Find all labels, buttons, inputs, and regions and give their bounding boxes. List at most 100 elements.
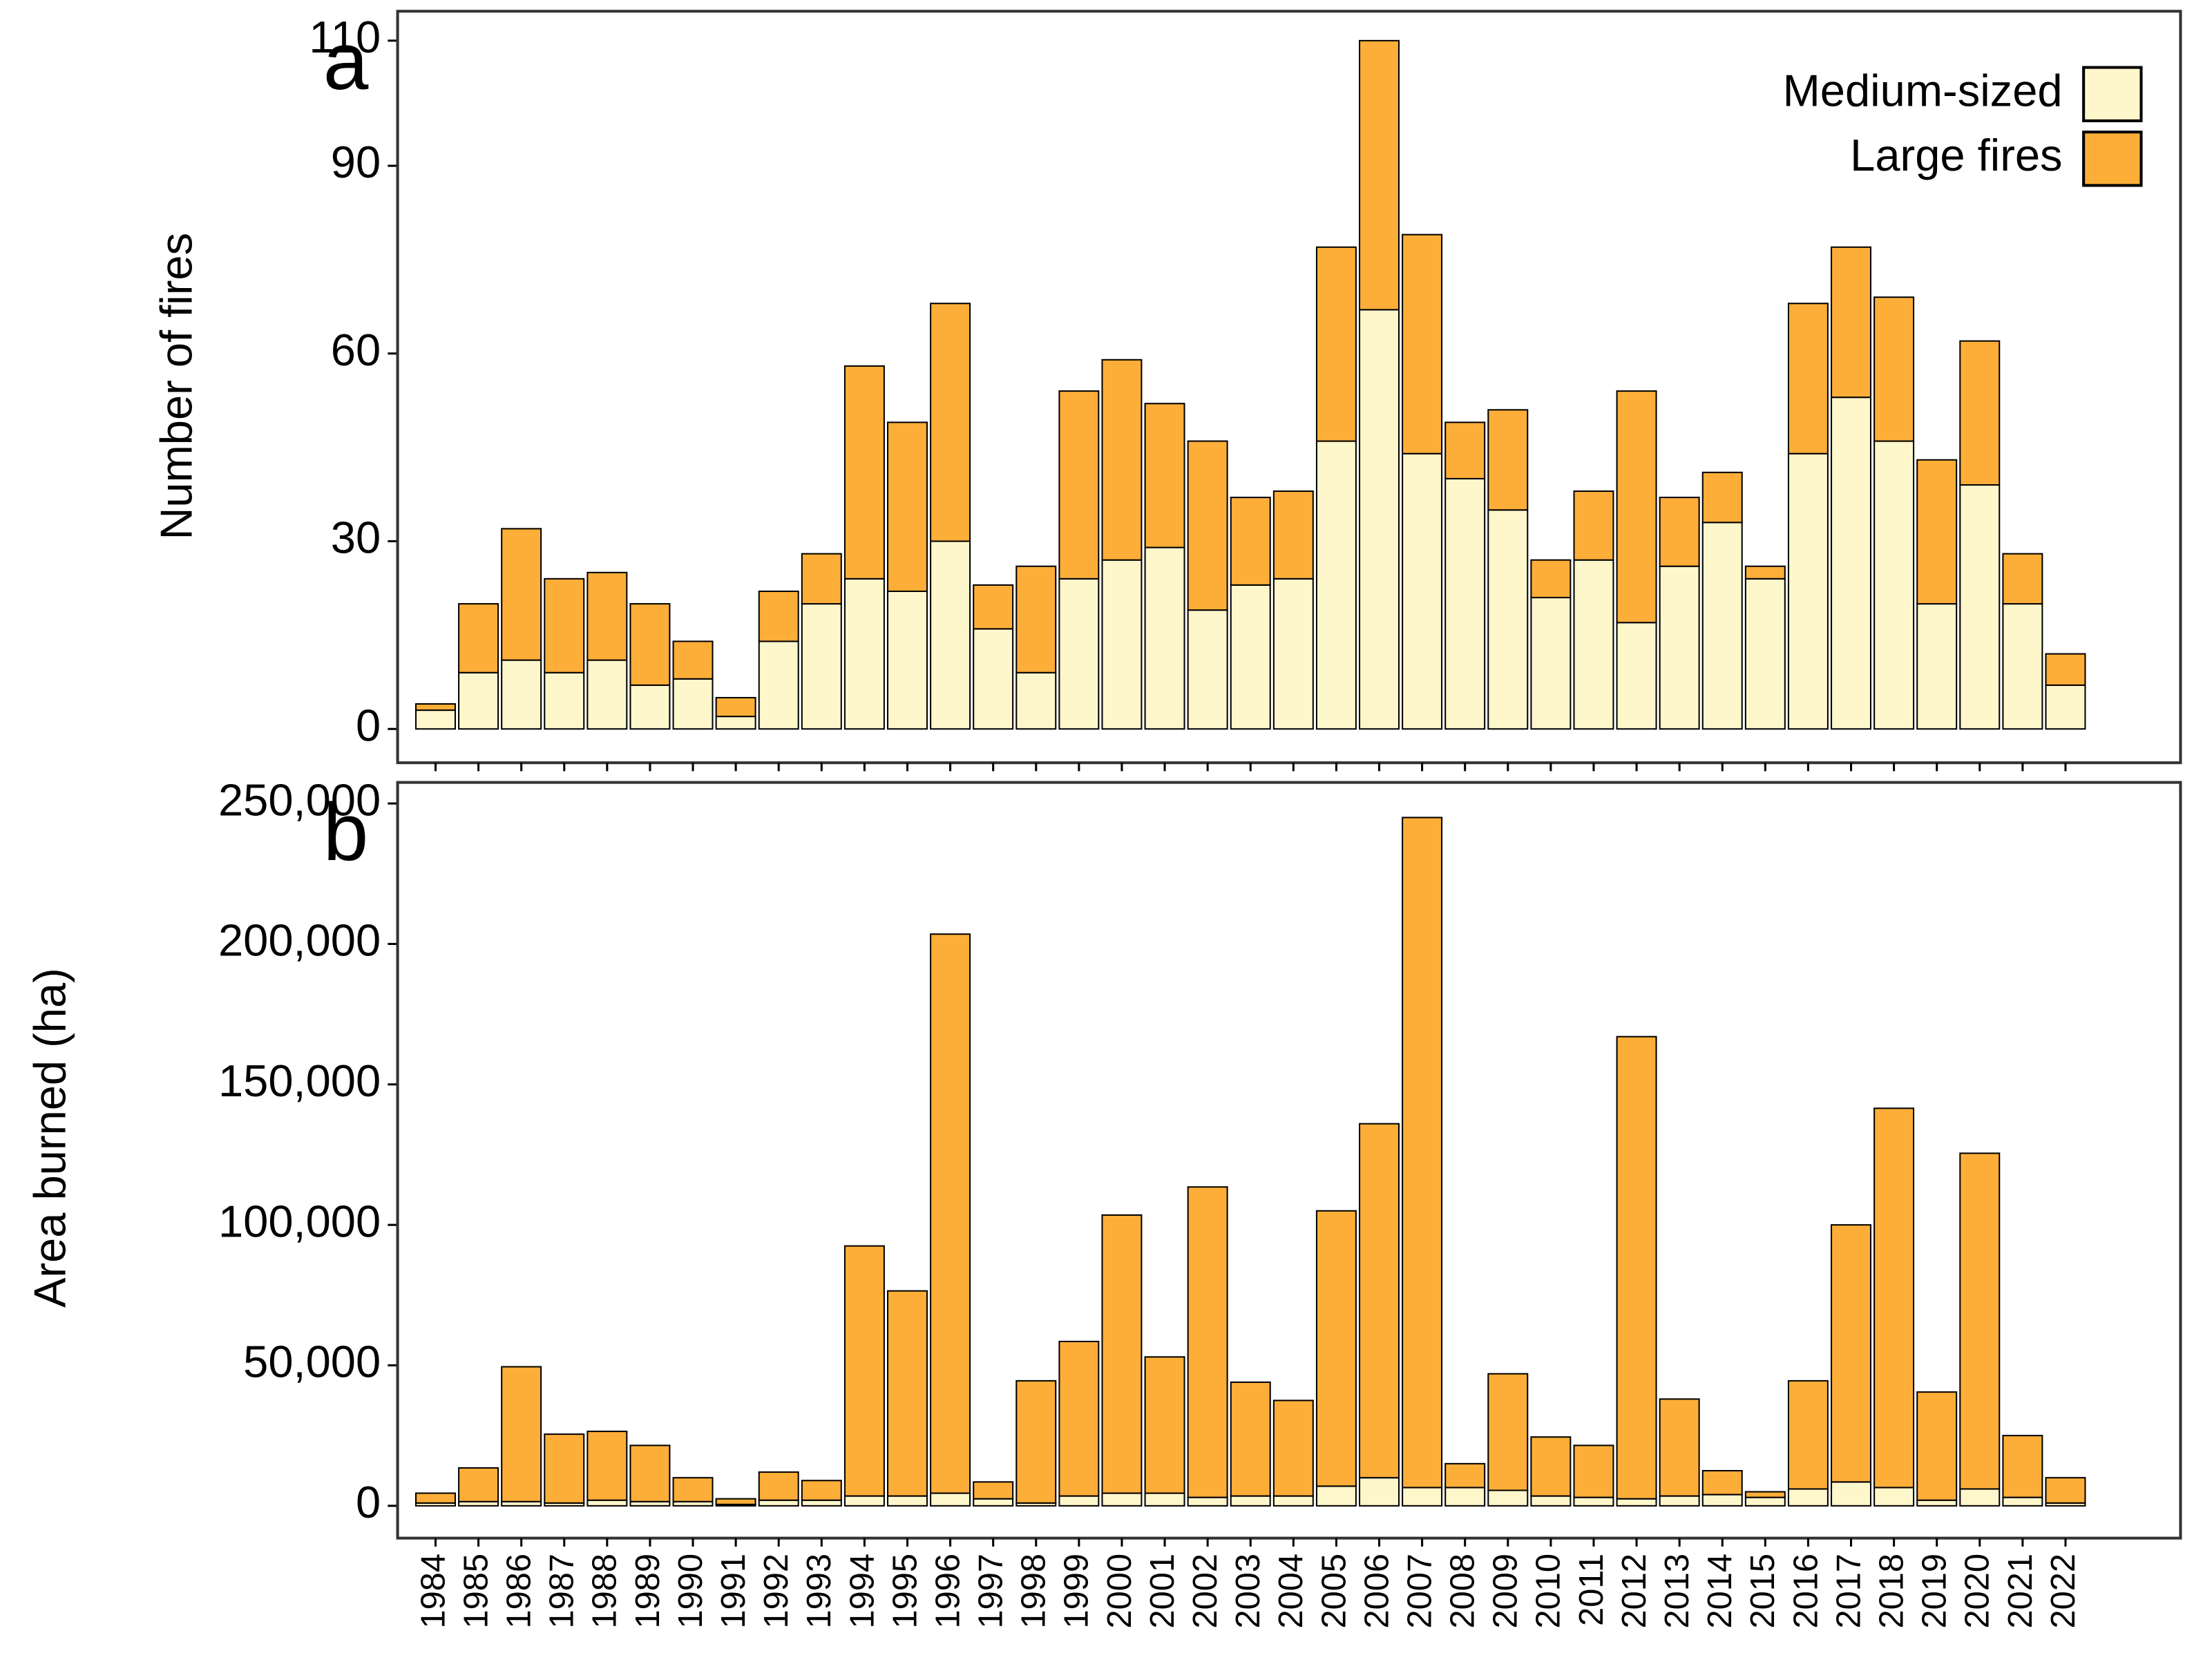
x-tick-label: 1997: [973, 1554, 1010, 1629]
bar-segment: [886, 1290, 928, 1497]
bar-segment: [758, 590, 799, 642]
x-tick-label: 1984: [414, 1554, 452, 1629]
bar-segment: [1187, 440, 1228, 611]
bar-segment: [1616, 1035, 1657, 1500]
bar-segment: [458, 671, 499, 730]
bar-segment: [414, 703, 456, 712]
bar-segment: [1959, 1488, 2001, 1507]
bar-segment: [458, 1467, 499, 1502]
bar-segment: [1530, 597, 1572, 730]
bar-segment: [1272, 1400, 1314, 1497]
bar-segment: [1530, 1436, 1572, 1497]
bar-segment: [1831, 1224, 1872, 1483]
bar-segment: [1272, 578, 1314, 730]
bar-segment: [1058, 1495, 1100, 1507]
bar-segment: [1487, 1489, 1529, 1507]
bar-segment: [1916, 1499, 1958, 1507]
x-tick-label: 2006: [1358, 1554, 1395, 1629]
bar-segment: [1144, 1492, 1185, 1507]
x-tick-label: 1986: [501, 1554, 538, 1629]
x-tick-label: 1992: [758, 1554, 795, 1629]
x-tick-label: 1995: [886, 1554, 924, 1629]
bar-segment: [1916, 603, 1958, 730]
x-tick-label: 2009: [1487, 1554, 1525, 1629]
bar-segment: [1573, 1496, 1614, 1507]
x-tick-label: 2016: [1787, 1554, 1824, 1629]
bar-segment: [1058, 390, 1100, 580]
y-axis-title: Number of fires: [151, 233, 202, 540]
x-tick-label: 1988: [586, 1554, 624, 1629]
bar-segment: [1444, 421, 1486, 479]
bar-segment: [1272, 1495, 1314, 1507]
bar-segment: [1402, 817, 1443, 1489]
bar-segment: [1787, 1488, 1829, 1507]
bar-segment: [1573, 1444, 1614, 1498]
y-tick-label: 90: [331, 137, 381, 187]
bar-segment: [930, 1492, 971, 1507]
bar-segment: [586, 1499, 628, 1507]
x-tick-label: 1989: [629, 1554, 667, 1629]
bar-segment: [973, 1498, 1014, 1507]
bar-segment: [1359, 1123, 1400, 1479]
x-tick-label: 1990: [672, 1554, 709, 1629]
bar-segment: [886, 421, 928, 592]
bar-segment: [1573, 490, 1614, 561]
bar-segment: [1659, 497, 1700, 567]
bar-segment: [1101, 559, 1143, 730]
y-tick-label: 0: [356, 700, 381, 750]
bar-segment: [1487, 1373, 1529, 1491]
x-tick-label: 2017: [1830, 1554, 1867, 1629]
bar-segment: [1359, 39, 1400, 311]
bar-segment: [1659, 1495, 1700, 1507]
bar-segment: [843, 1495, 885, 1507]
bar-segment: [1530, 1495, 1572, 1507]
bar-segment: [715, 716, 756, 730]
y-tick-label: 200,000: [218, 915, 381, 966]
y-axis-title: Area burned (ha): [24, 968, 75, 1308]
bar-segment: [1230, 1495, 1271, 1507]
x-tick-label: 1999: [1058, 1554, 1096, 1629]
bar-segment: [715, 1498, 756, 1505]
bar-segment: [1916, 459, 1958, 605]
bar-segment: [501, 1366, 542, 1502]
bar-segment: [1701, 471, 1743, 524]
bar-segment: [1272, 490, 1314, 580]
bar-segment: [1315, 1210, 1357, 1487]
bar-segment: [758, 1471, 799, 1501]
bar-segment: [1744, 1496, 1786, 1507]
bar-segment: [1787, 303, 1829, 455]
x-tick-label: 2003: [1230, 1554, 1267, 1629]
bar-segment: [886, 590, 928, 730]
x-tick-label: 2021: [2002, 1554, 2039, 1629]
x-tick-label: 2012: [1616, 1554, 1653, 1629]
x-tick-label: 1996: [929, 1554, 966, 1629]
bar-segment: [2045, 684, 2086, 730]
x-tick-label: 2011: [1573, 1554, 1610, 1626]
bar-segment: [1444, 1462, 1486, 1489]
bar-segment: [1101, 1492, 1143, 1507]
y-tick-label: 60: [331, 325, 381, 375]
bar-segment: [1530, 559, 1572, 599]
bar-segment: [1315, 440, 1357, 730]
y-tick-label: 110: [309, 12, 381, 62]
bar-segment: [586, 659, 628, 730]
bar-segment: [1959, 340, 2001, 486]
y-tick-label: 250,000: [218, 774, 381, 825]
bar-segment: [1315, 246, 1357, 442]
plot-frame: [396, 781, 2182, 1540]
bar-segment: [544, 671, 585, 730]
bar-segment: [672, 640, 714, 680]
bar-segment: [801, 1480, 842, 1501]
bar-segment: [672, 678, 714, 730]
x-tick-label: 1994: [843, 1554, 881, 1629]
bar-segment: [758, 640, 799, 730]
panel-label: a: [323, 15, 369, 106]
bar-segment: [930, 303, 971, 542]
bar-segment: [758, 1499, 799, 1507]
bar-segment: [501, 659, 542, 730]
bar-segment: [1144, 1356, 1185, 1494]
bar-segment: [886, 1495, 928, 1507]
bar-segment: [1873, 1487, 1915, 1507]
